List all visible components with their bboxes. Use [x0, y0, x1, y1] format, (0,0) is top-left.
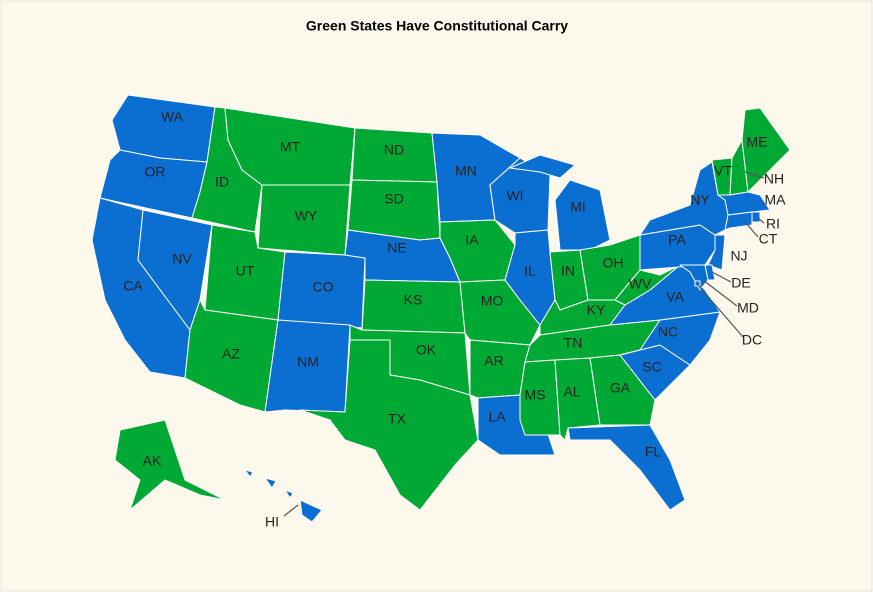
state [114, 419, 226, 511]
state-label: KY [587, 302, 606, 318]
state-label: RI [766, 216, 780, 232]
state-label: NH [764, 171, 784, 187]
state-label: SC [642, 359, 661, 375]
state-label: IN [561, 263, 575, 279]
state [299, 339, 479, 511]
state-label: VT [714, 163, 732, 179]
state [277, 251, 366, 329]
state-label: PA [668, 232, 686, 248]
leader-line [744, 171, 765, 179]
state-label: FL [645, 444, 662, 460]
state-label: CO [313, 279, 334, 295]
state-label: ND [384, 142, 404, 158]
leader-line [711, 271, 732, 283]
state [717, 191, 771, 216]
state-label: OK [416, 342, 437, 358]
state [741, 107, 791, 193]
state-label: WI [506, 188, 523, 204]
state-label: DE [731, 275, 750, 291]
state-label: NC [658, 324, 678, 340]
state [679, 264, 709, 291]
state [347, 179, 441, 241]
state-label: IA [465, 232, 479, 248]
state-label: AR [484, 353, 503, 369]
state-label: TN [564, 335, 583, 351]
state-label: CT [759, 231, 778, 247]
state-label: NY [690, 192, 710, 208]
state-label: MT [280, 139, 301, 155]
state-label: AL [563, 384, 580, 400]
state-label: CA [123, 278, 143, 294]
state-label: AZ [222, 346, 240, 362]
state-label: ID [215, 174, 229, 190]
state-label: HI [265, 514, 279, 530]
leader-line [744, 221, 759, 238]
state [724, 211, 753, 231]
state-label: MI [570, 199, 586, 215]
state [751, 211, 761, 223]
state-label: MS [525, 387, 546, 403]
state-label: VA [666, 289, 684, 305]
leader-line [761, 202, 765, 206]
state [244, 469, 323, 523]
state [707, 234, 726, 271]
state-label: WV [629, 276, 652, 292]
state-label: UT [236, 263, 255, 279]
map-title: Green States Have Constitutional Carry [306, 18, 568, 34]
state-label: WY [295, 208, 318, 224]
state-label: WA [161, 109, 184, 125]
state-label: NJ [730, 248, 747, 264]
state-label: AK [143, 453, 162, 469]
state-label: NV [172, 251, 192, 267]
state-label: ME [747, 134, 768, 150]
state-label: DC [742, 332, 762, 348]
leader-line [283, 504, 299, 517]
state-label: MA [765, 192, 787, 208]
state-label: OH [603, 255, 624, 271]
state-label: SD [384, 191, 403, 207]
state-label: MN [455, 163, 477, 179]
state-label: MO [481, 293, 504, 309]
state-label: TX [388, 411, 407, 427]
state-label: NE [387, 240, 406, 256]
state-label: LA [488, 409, 506, 425]
leader-line [757, 217, 765, 224]
state [694, 280, 701, 287]
state-label: IL [524, 263, 536, 279]
leader-line [697, 284, 744, 338]
state-label: NM [297, 354, 319, 370]
leader-line [702, 279, 738, 307]
state [567, 424, 686, 511]
state [589, 354, 656, 426]
state-label: OR [145, 164, 166, 180]
state-label: GA [610, 380, 631, 396]
state-label: MD [737, 300, 759, 316]
state-label: KS [404, 292, 423, 308]
